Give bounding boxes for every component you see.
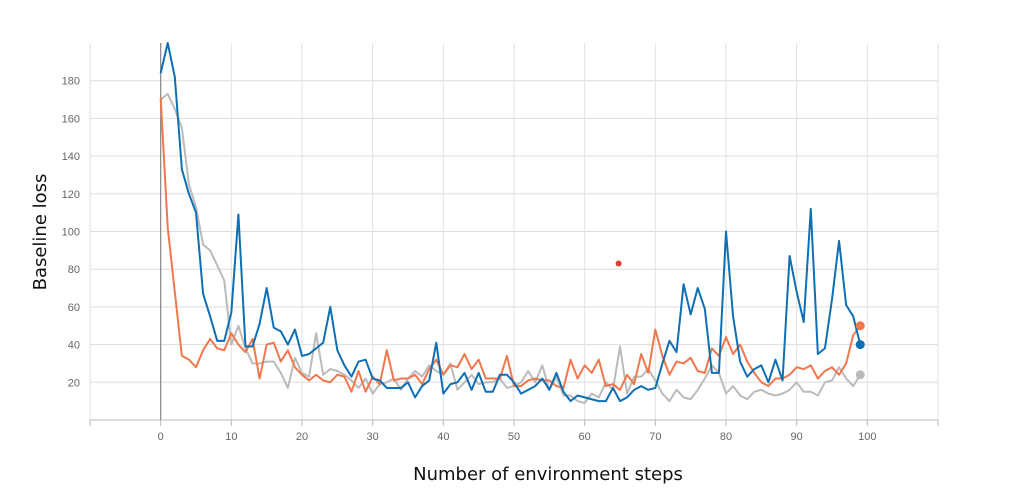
y-tick-label: 80 — [68, 264, 80, 276]
annotations — [615, 260, 622, 267]
x-tick-label: 90 — [791, 431, 803, 443]
x-tick-label: 20 — [296, 431, 308, 443]
y-tick-label: 160 — [62, 113, 80, 125]
y-tick-label: 40 — [68, 340, 80, 352]
grid-lines — [89, 43, 939, 420]
y-tick-label: 180 — [62, 76, 80, 88]
series-end-point-3 — [855, 340, 865, 350]
x-tick-label: 80 — [720, 431, 732, 443]
x-tick-label: 40 — [437, 431, 449, 443]
x-tick-label: 30 — [367, 431, 379, 443]
y-tick-label: 120 — [62, 189, 80, 201]
series-line-3 — [159, 42, 862, 403]
y-axis-title: Baseline loss — [30, 174, 51, 291]
y-tick-label: 100 — [62, 227, 80, 239]
y-tick-label: 60 — [68, 302, 80, 314]
annotation-point — [615, 260, 622, 267]
x-axis-title: Number of environment steps — [413, 464, 683, 485]
x-tick-labels: 0 10 20 30 40 50 60 70 80 90 100 — [158, 431, 877, 443]
series-endpoints — [855, 321, 865, 380]
y-tick-labels: 20 40 60 80 100 120 140 160 180 — [62, 76, 80, 390]
y-tick-label: 20 — [68, 377, 80, 389]
x-tick-label: 0 — [158, 431, 164, 443]
x-tick-label: 50 — [508, 431, 520, 443]
series-end-point-2 — [855, 321, 865, 331]
series-lines — [159, 42, 862, 405]
x-tick-label: 100 — [858, 431, 876, 443]
y-tick-label: 140 — [62, 151, 80, 163]
series-line-2 — [159, 97, 862, 393]
x-tick-label: 10 — [225, 431, 237, 443]
series-line-1 — [160, 92, 862, 405]
x-tick-label: 70 — [649, 431, 661, 443]
series-end-point-1 — [855, 370, 865, 380]
x-tick-label: 60 — [579, 431, 591, 443]
